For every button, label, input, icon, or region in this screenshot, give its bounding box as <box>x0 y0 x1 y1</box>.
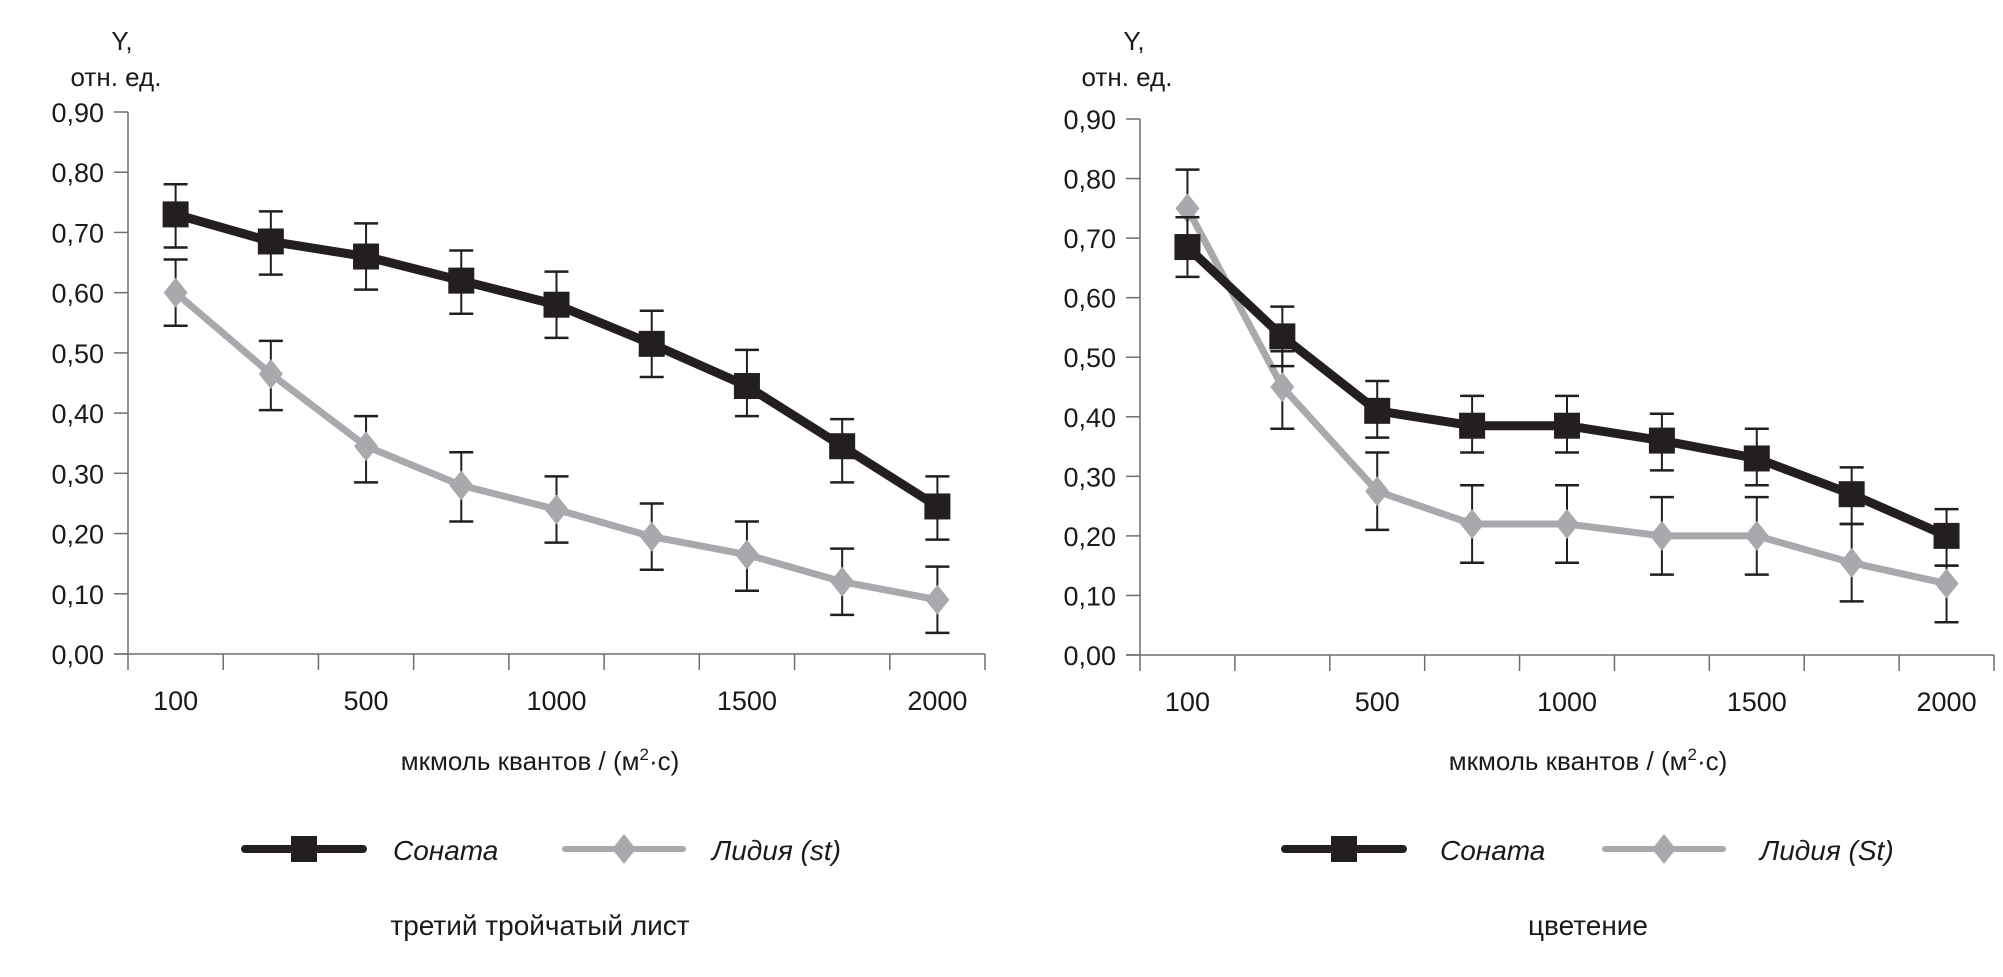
y-tick-label: 0,40 <box>1063 403 1116 433</box>
data-point-diamond <box>639 521 664 552</box>
legend-label-sonata: Соната <box>393 835 498 866</box>
y-tick-label: 0,60 <box>1063 284 1116 314</box>
legend-marker-square <box>1331 836 1357 862</box>
data-point-square <box>1269 323 1296 350</box>
data-point-square <box>1364 397 1391 424</box>
y-tick-label: 0,80 <box>1063 165 1116 195</box>
legend-label-sonata: Соната <box>1440 835 1545 866</box>
data-point-square <box>1459 412 1486 439</box>
x-tick-label: 100 <box>153 686 198 716</box>
y-tick-label: 0,80 <box>51 158 104 188</box>
data-point-diamond <box>734 539 759 570</box>
data-point-diamond <box>449 470 474 501</box>
data-point-square <box>353 243 380 270</box>
data-point-square <box>257 228 284 255</box>
data-point-diamond <box>354 431 379 462</box>
x-tick-label: 1500 <box>717 686 777 716</box>
data-point-square <box>1838 481 1865 508</box>
x-tick-label: 1500 <box>1727 687 1787 717</box>
data-point-diamond <box>1175 193 1200 224</box>
data-point-square <box>543 291 570 318</box>
y-tick-label: 0,30 <box>1063 462 1116 492</box>
x-axis-title-tail: ·с) <box>1697 746 1727 776</box>
y-tick-label: 0,70 <box>1063 224 1116 254</box>
data-point-square <box>1648 427 1675 454</box>
data-point-diamond <box>258 358 283 389</box>
x-tick-label: 2000 <box>907 686 967 716</box>
y-axis-title-line2: отн. ед. <box>1082 62 1173 92</box>
data-point-diamond <box>544 494 569 525</box>
y-tick-label: 0,50 <box>51 339 104 369</box>
data-point-diamond <box>1649 520 1674 551</box>
series-sonata <box>162 183 951 541</box>
y-axis-title-line1: Y, <box>1123 26 1144 56</box>
x-tick-label: 500 <box>344 686 389 716</box>
y-axis-title-line1: Y, <box>111 26 132 56</box>
y-tick-label: 0,40 <box>51 399 104 429</box>
series-lidia <box>163 258 950 635</box>
data-point-diamond <box>1460 508 1485 539</box>
chart-panel-2: Y, отн. ед. 0,00 0,10 0,20 0,30 0,40 0,50 0,60 0,… <box>1063 26 1995 941</box>
legend-marker-diamond <box>612 834 636 864</box>
data-point-square <box>638 330 665 357</box>
y-tick-label: 0,90 <box>51 98 104 128</box>
y-tick-label: 0,20 <box>51 520 104 550</box>
data-point-square <box>924 493 951 520</box>
y-tick-label: 0,20 <box>1063 522 1116 552</box>
x-axis-title: мкмоль квантов / (м2·с) <box>1449 745 1728 776</box>
data-point-square <box>1933 522 1960 549</box>
chart-caption: третий тройчатый лист <box>390 910 689 941</box>
data-point-square <box>448 267 475 294</box>
series-line <box>174 210 940 511</box>
legend-label-lidia: Лидия (St) <box>1758 835 1894 866</box>
y-tick-label: 0,00 <box>51 640 104 670</box>
y-tick-label: 0,30 <box>51 459 104 489</box>
x-tick-label: 500 <box>1355 687 1400 717</box>
x-axis-title-sup: 2 <box>1687 745 1696 764</box>
x-axis-title-main: мкмоль квантов / (м <box>1449 746 1688 776</box>
x-axis-title-main: мкмоль квантов / (м <box>401 746 640 776</box>
y-tick-label: 0,70 <box>51 218 104 248</box>
legend-marker-square <box>291 836 317 862</box>
series-sonata <box>1174 216 1960 567</box>
data-point-diamond <box>925 584 950 615</box>
data-point-square <box>1554 412 1580 439</box>
y-tick-label: 0,90 <box>1063 105 1116 135</box>
y-tick-label: 0,60 <box>51 279 104 309</box>
data-point-square <box>162 201 189 228</box>
data-point-square <box>829 433 856 460</box>
data-point-square <box>733 373 760 400</box>
y-tick-label: 0,50 <box>1063 343 1116 373</box>
legend-marker-diamond <box>1652 834 1676 864</box>
data-point-diamond <box>1934 568 1959 599</box>
y-axis-title-line2: отн. ед. <box>71 62 162 92</box>
x-tick-label: 100 <box>1165 687 1210 717</box>
y-tick-label: 0,00 <box>1063 641 1116 671</box>
data-point-square <box>1174 234 1201 261</box>
x-tick-label: 1000 <box>526 686 586 716</box>
data-point-diamond <box>163 277 188 308</box>
data-point-square <box>1743 445 1770 472</box>
chart-panel-1: Y, отн. ед. 0,00 0,10 0,20 0,30 0,40 0,50 0,60 0,… <box>51 26 986 941</box>
x-tick-label: 2000 <box>1917 687 1977 717</box>
legend-label-lidia: Лидия (st) <box>710 835 841 866</box>
data-point-diamond <box>1555 508 1579 539</box>
data-point-diamond <box>1365 476 1390 507</box>
x-axis-title-sup: 2 <box>639 745 648 764</box>
y-tick-label: 0,10 <box>51 580 104 610</box>
data-point-diamond <box>1839 547 1864 578</box>
data-point-diamond <box>830 566 855 597</box>
data-point-diamond <box>1270 372 1295 402</box>
chart-caption: цветение <box>1528 910 1648 941</box>
data-point-diamond <box>1744 520 1769 551</box>
x-axis-title-tail: ·с) <box>649 746 679 776</box>
y-tick-label: 0,10 <box>1063 581 1116 611</box>
legend: Соната Лидия (St) <box>1281 834 1894 866</box>
x-tick-label: 1000 <box>1537 687 1597 717</box>
x-axis-title: мкмоль квантов / (м2·с) <box>401 745 680 776</box>
legend: Соната Лидия (st) <box>241 834 841 866</box>
